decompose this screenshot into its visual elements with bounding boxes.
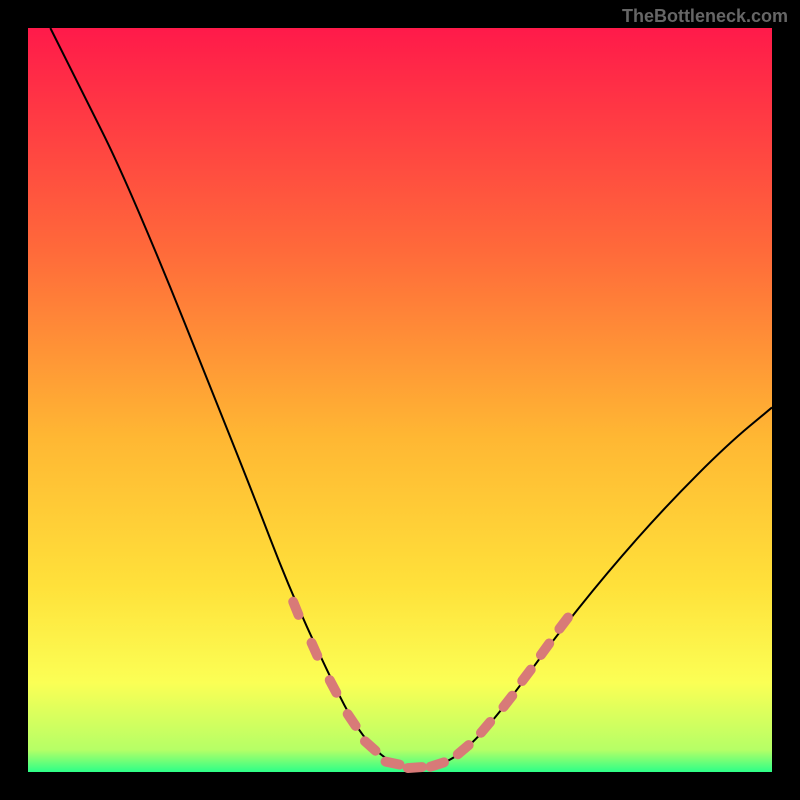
chart-markers-group bbox=[287, 596, 574, 773]
chart-marker bbox=[403, 762, 427, 773]
chart-marker bbox=[451, 739, 475, 761]
chart-plot-area bbox=[28, 28, 772, 772]
chart-marker bbox=[497, 689, 518, 713]
chart-marker bbox=[553, 611, 574, 635]
chart-curve bbox=[50, 28, 772, 767]
watermark-text: TheBottleneck.com bbox=[622, 6, 788, 27]
chart-marker bbox=[359, 735, 382, 757]
chart-svg bbox=[28, 28, 772, 772]
chart-marker bbox=[324, 674, 343, 699]
chart-marker bbox=[535, 637, 556, 661]
chart-marker bbox=[306, 637, 324, 662]
chart-marker bbox=[341, 708, 361, 732]
chart-marker bbox=[425, 757, 450, 773]
chart-marker bbox=[380, 756, 405, 770]
chart-marker bbox=[475, 716, 497, 740]
chart-marker bbox=[287, 596, 304, 621]
chart-marker bbox=[516, 663, 537, 687]
